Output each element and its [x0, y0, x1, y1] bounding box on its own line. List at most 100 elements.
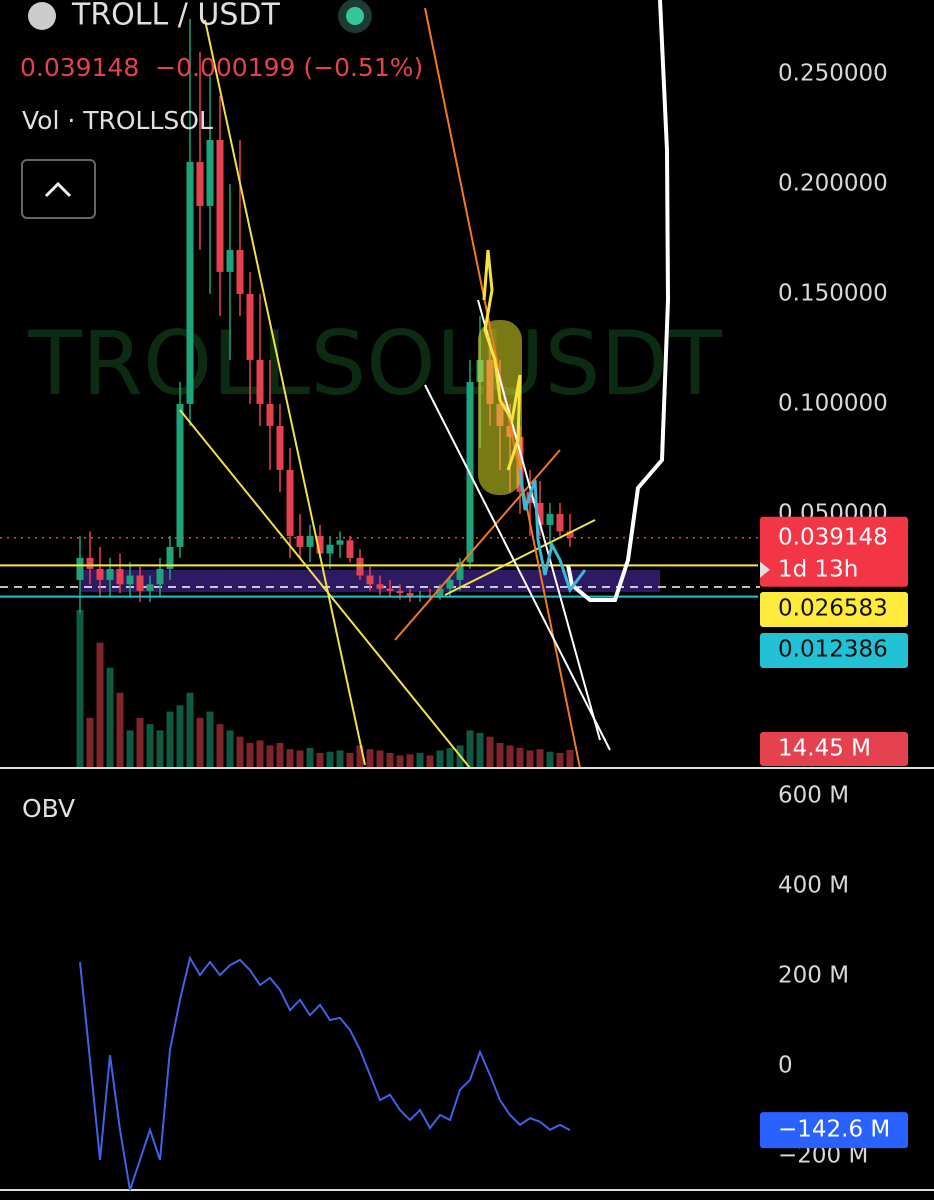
volume-bar	[336, 750, 344, 768]
volume-bar	[306, 747, 314, 768]
volume-bar	[106, 667, 114, 768]
drawings	[179, 0, 671, 769]
y-tick-label: 400 M	[778, 873, 849, 899]
candle-body	[556, 513, 564, 532]
chevron-up	[44, 181, 72, 198]
volume-bar	[206, 711, 214, 768]
volume-bar	[356, 745, 364, 768]
candle-body	[546, 513, 554, 525]
volume-bar	[486, 736, 494, 768]
volume-bar	[266, 745, 274, 768]
candle-body	[256, 359, 264, 404]
highlight	[478, 320, 522, 495]
volume-bar	[536, 749, 544, 768]
candle-body	[446, 579, 454, 589]
trend-line	[394, 449, 561, 641]
candle-body	[176, 403, 184, 547]
volume-bar	[426, 755, 434, 768]
volume-bar	[116, 692, 124, 768]
y-tick-label: 600 M	[778, 783, 849, 809]
volume-bar	[146, 724, 154, 768]
candle-body	[366, 575, 374, 585]
trend-line	[477, 299, 601, 741]
y-tick-label: 0.150000	[778, 280, 888, 306]
volume-bar	[546, 751, 554, 768]
candle-body	[116, 568, 124, 585]
candle-body	[356, 557, 364, 576]
candle-body	[266, 403, 274, 426]
volume-bar	[156, 730, 164, 768]
volume-bar	[86, 717, 94, 768]
candle-body	[146, 584, 154, 591]
volume-bar	[296, 750, 304, 768]
volume-bar	[476, 732, 484, 768]
obv-value-label: −142.6 M	[778, 1117, 890, 1143]
candle-body	[316, 535, 324, 554]
level-label: 0.012386	[778, 637, 888, 663]
volume-bar	[176, 705, 184, 768]
candle-body	[226, 249, 234, 272]
candle-body	[126, 575, 134, 585]
level-box	[760, 633, 908, 668]
volume-bar	[446, 747, 454, 768]
coin-logo	[28, 2, 56, 30]
candle-body	[96, 568, 104, 580]
volume-bar	[506, 745, 514, 768]
candle-body	[336, 540, 344, 545]
candle-body	[326, 544, 334, 554]
candle-body	[566, 531, 574, 538]
candle-body	[236, 249, 244, 294]
level-box	[760, 592, 908, 627]
volume-bar	[186, 692, 194, 768]
volume-bar	[436, 750, 444, 768]
volume-bar	[556, 752, 564, 768]
volume-bar	[496, 742, 504, 768]
symbol: TROLL / USDT	[71, 0, 280, 33]
volume-bar	[126, 730, 134, 768]
trend-line	[179, 409, 471, 769]
y-tick-label: 0	[778, 1052, 793, 1078]
volume-bar	[416, 752, 424, 768]
volume-bar	[136, 717, 144, 768]
candle-body	[136, 575, 144, 591]
candle-body	[166, 546, 174, 569]
level-label: 0.026583	[778, 596, 888, 622]
volume-bar	[216, 724, 224, 768]
candle-body	[436, 588, 444, 598]
volume-bar	[96, 642, 104, 768]
indicator-title: OBV	[22, 794, 75, 823]
y-tick-label: 200 M	[778, 963, 849, 989]
candle-body	[186, 161, 194, 404]
volume-bar	[236, 736, 244, 768]
volume-bar	[466, 730, 474, 768]
collapse-button[interactable]	[21, 159, 96, 219]
candle-body	[76, 557, 84, 580]
volume-bar	[566, 749, 574, 768]
volume-bar	[226, 730, 234, 768]
volume-label: Vol · TROLLSOL	[22, 106, 213, 135]
trend-line	[444, 519, 596, 596]
volume-bar	[316, 752, 324, 768]
candle-body	[86, 557, 94, 569]
candle-body	[376, 584, 384, 589]
volume-bar	[386, 752, 394, 768]
candle-body	[106, 568, 114, 580]
candle-body	[456, 562, 464, 580]
candle-body	[346, 540, 354, 558]
volume-value-label: 14.45 M	[778, 736, 871, 762]
obv-line	[79, 955, 571, 1191]
y-tick-label: 0.200000	[778, 170, 888, 196]
price-pointer	[760, 561, 770, 578]
candle-body	[306, 535, 314, 547]
volume-value-box	[760, 732, 908, 766]
volume-bar	[196, 717, 204, 768]
y-tick-label: 0.250000	[778, 60, 888, 86]
candle-body	[396, 590, 404, 594]
freehand	[518, 469, 587, 594]
volume-bar	[376, 750, 384, 768]
candle-body	[196, 161, 204, 206]
volume-bar	[276, 742, 284, 768]
candle-body	[276, 425, 284, 470]
trend-line	[204, 19, 366, 766]
